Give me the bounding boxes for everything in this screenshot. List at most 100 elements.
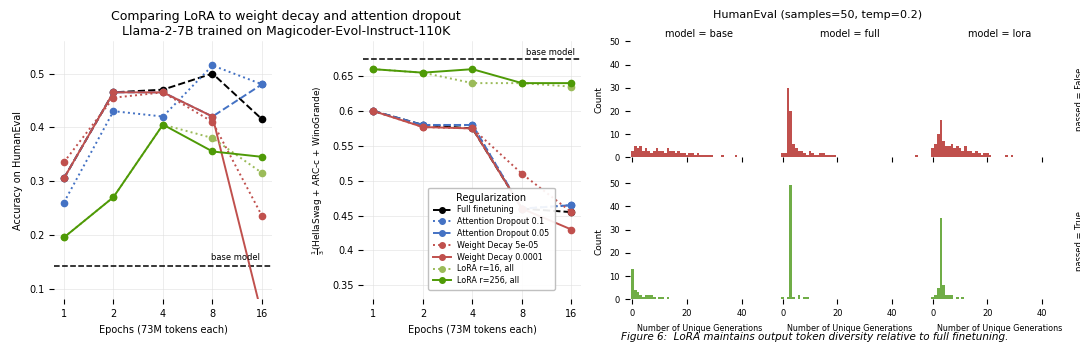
Text: HumanEval (samples=50, temp=0.2): HumanEval (samples=50, temp=0.2) bbox=[713, 10, 922, 20]
Bar bbox=[639, 146, 642, 158]
Bar bbox=[688, 153, 691, 158]
Bar bbox=[793, 143, 795, 158]
Bar bbox=[683, 153, 686, 158]
Bar bbox=[937, 288, 940, 299]
Bar bbox=[789, 185, 793, 299]
Bar bbox=[656, 148, 659, 158]
X-axis label: Number of Unique Generations: Number of Unique Generations bbox=[937, 324, 1063, 333]
Bar bbox=[975, 151, 977, 158]
Bar bbox=[781, 153, 784, 158]
Title: model = base: model = base bbox=[665, 29, 733, 39]
Bar bbox=[642, 297, 645, 299]
Bar bbox=[781, 297, 784, 299]
Text: base model: base model bbox=[211, 252, 259, 262]
Bar bbox=[798, 294, 800, 299]
Y-axis label: Count: Count bbox=[595, 228, 604, 255]
Bar bbox=[647, 294, 650, 299]
Bar bbox=[989, 155, 991, 158]
Bar bbox=[934, 294, 937, 299]
Bar bbox=[814, 155, 816, 158]
Bar bbox=[811, 153, 814, 158]
X-axis label: Number of Unique Generations: Number of Unique Generations bbox=[636, 324, 761, 333]
Bar bbox=[961, 151, 964, 158]
Bar bbox=[705, 155, 707, 158]
X-axis label: Epochs (73M tokens each): Epochs (73M tokens each) bbox=[408, 324, 537, 335]
Bar bbox=[697, 153, 699, 158]
Text: Figure 6:  LoRA maintains output token diversity relative to full finetuning.: Figure 6: LoRA maintains output token di… bbox=[621, 332, 1009, 342]
Bar bbox=[677, 151, 680, 158]
Bar bbox=[961, 297, 964, 299]
Bar bbox=[945, 294, 948, 299]
Bar bbox=[650, 153, 653, 158]
Bar bbox=[950, 143, 954, 158]
Bar bbox=[831, 155, 833, 158]
Bar bbox=[822, 153, 825, 158]
Bar bbox=[954, 148, 956, 158]
Bar bbox=[977, 153, 981, 158]
Bar bbox=[825, 155, 827, 158]
Bar bbox=[940, 218, 943, 299]
Bar bbox=[798, 151, 800, 158]
Bar bbox=[672, 151, 675, 158]
Text: base model: base model bbox=[526, 47, 576, 57]
Bar bbox=[653, 151, 656, 158]
Bar bbox=[636, 292, 639, 299]
Bar bbox=[664, 153, 666, 158]
Bar bbox=[653, 297, 656, 299]
Bar bbox=[645, 294, 647, 299]
Bar bbox=[721, 155, 724, 158]
Bar bbox=[800, 151, 804, 158]
Bar bbox=[661, 297, 664, 299]
Bar bbox=[631, 151, 634, 158]
Bar bbox=[970, 151, 972, 158]
Bar bbox=[940, 120, 943, 158]
Bar bbox=[650, 294, 653, 299]
Bar bbox=[948, 146, 950, 158]
Text: passed = False: passed = False bbox=[1075, 68, 1080, 131]
Bar bbox=[707, 155, 711, 158]
Bar bbox=[711, 155, 713, 158]
Bar bbox=[786, 297, 789, 299]
Bar bbox=[986, 153, 989, 158]
Bar bbox=[645, 148, 647, 158]
Bar bbox=[666, 297, 670, 299]
Bar bbox=[934, 143, 937, 158]
Y-axis label: Count: Count bbox=[595, 86, 604, 113]
Bar bbox=[661, 151, 664, 158]
Bar bbox=[659, 297, 661, 299]
Bar bbox=[959, 148, 961, 158]
Bar bbox=[784, 153, 786, 158]
Bar bbox=[786, 88, 789, 158]
Bar bbox=[956, 297, 959, 299]
Bar bbox=[806, 155, 809, 158]
Title: model = lora: model = lora bbox=[968, 29, 1031, 39]
Bar bbox=[734, 155, 738, 158]
Bar bbox=[680, 153, 683, 158]
Bar bbox=[983, 153, 986, 158]
Bar bbox=[639, 294, 642, 299]
Bar bbox=[1011, 155, 1013, 158]
Bar bbox=[827, 155, 831, 158]
Bar bbox=[964, 146, 967, 158]
Bar bbox=[693, 155, 697, 158]
Bar bbox=[937, 134, 940, 158]
Bar bbox=[631, 269, 634, 299]
Text: passed = True: passed = True bbox=[1075, 211, 1080, 271]
Y-axis label: Accuracy on HumanEval: Accuracy on HumanEval bbox=[13, 111, 24, 230]
Bar bbox=[956, 146, 959, 158]
Bar bbox=[967, 151, 970, 158]
Bar bbox=[702, 155, 705, 158]
Bar bbox=[981, 155, 983, 158]
Bar bbox=[820, 153, 822, 158]
Bar bbox=[670, 151, 672, 158]
Bar bbox=[686, 155, 688, 158]
Y-axis label: $\frac{1}{3}$(HellaSwag + ARC-c + WinoGrande): $\frac{1}{3}$(HellaSwag + ARC-c + WinoGr… bbox=[310, 85, 326, 255]
Bar bbox=[642, 151, 645, 158]
Text: Comparing LoRA to weight decay and attention dropout
Llama-2-7B trained on Magic: Comparing LoRA to weight decay and atten… bbox=[111, 10, 461, 38]
Bar bbox=[675, 153, 677, 158]
Bar bbox=[666, 148, 670, 158]
X-axis label: Epochs (73M tokens each): Epochs (73M tokens each) bbox=[98, 324, 228, 335]
Bar bbox=[634, 146, 636, 158]
Bar bbox=[931, 148, 934, 158]
Bar bbox=[634, 290, 636, 299]
